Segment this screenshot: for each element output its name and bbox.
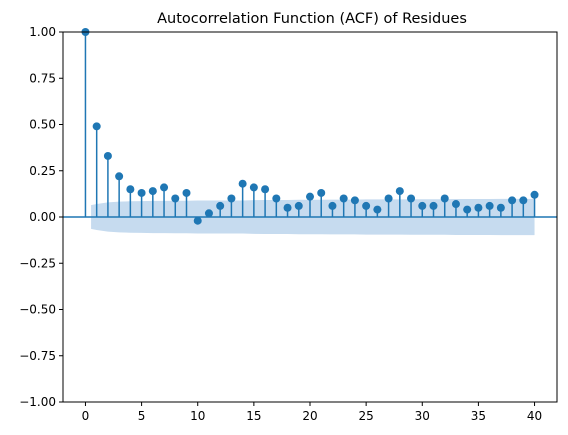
acf-point	[440, 194, 449, 203]
acf-point	[362, 201, 371, 210]
acf-point	[283, 203, 292, 212]
acf-point	[418, 201, 427, 210]
y-tick-label: 0.50	[29, 118, 56, 132]
acf-point	[317, 188, 326, 197]
acf-point	[339, 194, 348, 203]
x-tick-label: 5	[138, 409, 146, 423]
y-tick-label: −0.50	[19, 303, 56, 317]
acf-point	[530, 190, 539, 199]
acf-point	[216, 201, 225, 210]
x-tick-label: 30	[415, 409, 430, 423]
acf-point	[160, 183, 169, 192]
acf-point	[103, 151, 112, 160]
acf-point	[328, 201, 337, 210]
y-tick-label: 0.00	[29, 210, 56, 224]
y-tick-label: −0.25	[19, 256, 56, 270]
stem-layer	[81, 28, 539, 225]
x-tick-label: 0	[82, 409, 90, 423]
acf-point	[350, 196, 359, 205]
acf-point	[238, 179, 247, 188]
acf-point	[474, 203, 483, 212]
acf-point	[115, 172, 124, 181]
x-tick-label: 15	[246, 409, 261, 423]
acf-point	[261, 185, 270, 194]
x-tick-label: 35	[471, 409, 486, 423]
acf-point	[272, 194, 281, 203]
acf-point	[137, 188, 146, 197]
acf-point	[429, 201, 438, 210]
acf-point	[126, 185, 135, 194]
y-tick-label: −0.75	[19, 349, 56, 363]
acf-point	[519, 196, 528, 205]
x-tick-label: 20	[302, 409, 317, 423]
acf-point	[249, 183, 258, 192]
acf-point	[294, 201, 303, 210]
acf-point	[395, 187, 404, 196]
x-tick-label: 25	[358, 409, 373, 423]
acf-point	[306, 192, 314, 201]
acf-point	[463, 205, 472, 214]
y-tick-label: 1.00	[29, 25, 56, 39]
acf-point	[407, 194, 416, 203]
acf-point	[171, 194, 180, 203]
acf-point	[508, 196, 517, 205]
x-tick-label: 10	[190, 409, 205, 423]
y-tick-label: 0.75	[29, 71, 56, 85]
y-tick-label: −1.00	[19, 395, 56, 409]
acf-point	[92, 122, 101, 131]
y-axis-ticks: 1.00 0.75 0.50 0.25 0.00 −0.25 −0.50 −0.75 −1.00	[19, 25, 63, 409]
x-tick-label: 40	[527, 409, 542, 423]
acf-point	[373, 205, 382, 214]
acf-point	[204, 209, 213, 218]
acf-point	[227, 194, 236, 203]
x-axis-ticks: 0 5 10 15 20 25 30 35 40	[82, 402, 542, 423]
chart-title: Autocorrelation Function (ACF) of Residu…	[157, 11, 467, 27]
acf-point	[384, 194, 393, 203]
acf-point	[148, 187, 157, 196]
y-tick-label: 0.25	[29, 164, 56, 178]
acf-point	[496, 203, 505, 212]
acf-point	[485, 201, 494, 210]
acf-point	[193, 216, 202, 225]
acf-point	[182, 188, 191, 197]
acf-point	[451, 200, 460, 209]
